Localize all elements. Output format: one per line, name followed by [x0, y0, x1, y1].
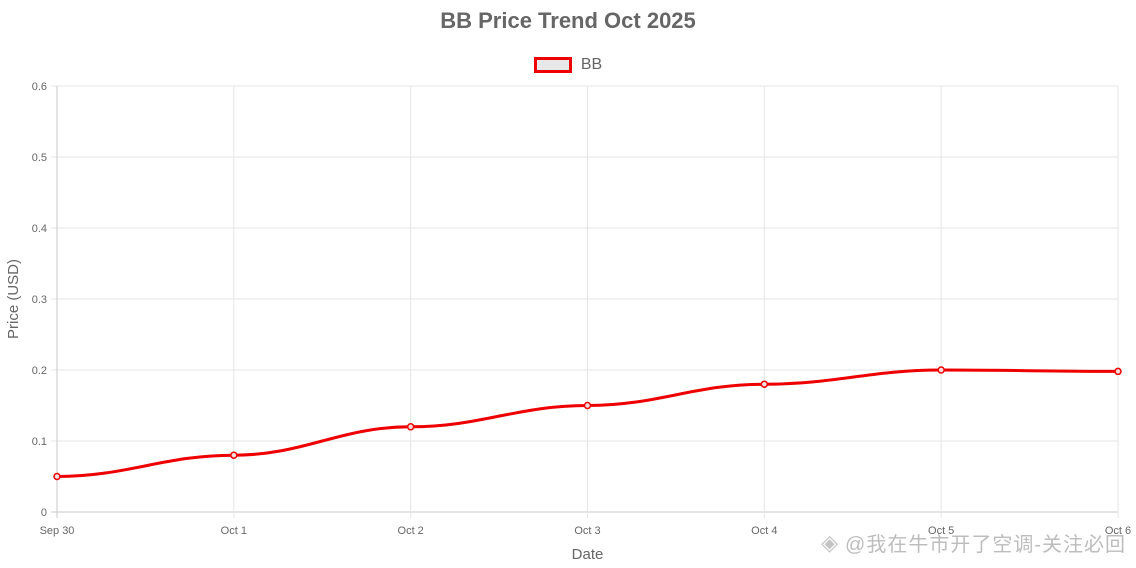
y-tick-label: 0.5 [32, 152, 47, 164]
diamond-logo-icon: ◈ [821, 529, 840, 555]
legend-swatch-icon[interactable] [533, 57, 572, 73]
y-tick-label: 0.3 [32, 294, 47, 306]
x-tick-label: Oct 1 [221, 525, 247, 537]
chart-title: BB Price Trend Oct 2025 [440, 8, 696, 33]
x-tick-label: Oct 2 [398, 525, 424, 537]
y-tick-label: 0.6 [32, 81, 47, 93]
x-tick-label: Oct 6 [1105, 525, 1131, 537]
y-tick-label: 0.4 [32, 223, 47, 235]
x-tick-label: Sep 30 [40, 525, 75, 537]
data-point [937, 366, 945, 374]
y-tick-label: 0.1 [32, 436, 47, 448]
x-tick-label: Oct 3 [574, 525, 600, 537]
data-point [583, 401, 592, 410]
x-axis-title: Date [572, 546, 604, 563]
data-point [760, 380, 769, 388]
y-tick-label: 0 [41, 507, 47, 519]
data-point [1114, 367, 1122, 376]
x-tick-label: Oct 4 [751, 525, 777, 537]
data-point [53, 472, 61, 481]
x-tick-label: Oct 5 [928, 525, 954, 537]
y-tick-label: 0.2 [32, 365, 47, 377]
legend[interactable]: BB [0, 56, 1136, 74]
data-point [406, 423, 415, 431]
watermark: ◈ @我在牛市开了空调-关注必回 [821, 528, 1126, 557]
y-axis-title: Price (USD) [5, 259, 22, 339]
legend-label-bb[interactable]: BB [580, 56, 603, 73]
watermark-text: @我在牛市开了空调-关注必回 [845, 534, 1126, 556]
data-point [230, 451, 238, 459]
